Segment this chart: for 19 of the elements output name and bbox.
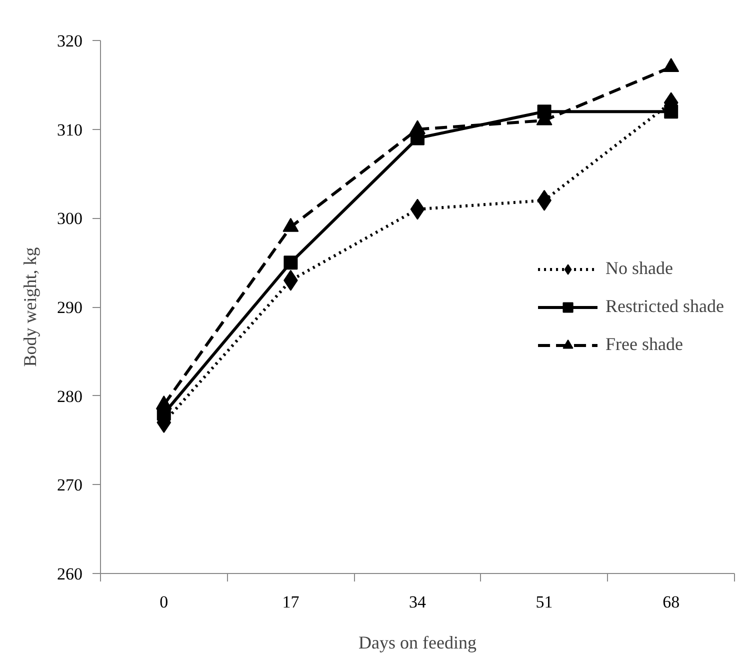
legend-label: No shade <box>606 258 674 279</box>
y-tick-label: 320 <box>57 32 82 50</box>
y-tick-label: 310 <box>57 120 82 140</box>
x-tick-label: 51 <box>536 592 553 612</box>
x-tick-label: 34 <box>409 592 426 612</box>
x-tick-label: 68 <box>662 592 680 612</box>
y-tick-label: 270 <box>57 476 82 495</box>
y-tick-label: 280 <box>57 386 82 406</box>
x-axis-title: Days on feeding <box>358 632 476 652</box>
y-tick-label: 300 <box>57 209 82 228</box>
x-tick-label: 0 <box>160 592 168 612</box>
y-axis-title: Body weight, kg <box>20 247 40 367</box>
legend-label: Restricted shade <box>606 296 724 317</box>
x-tick-label: 17 <box>282 592 300 612</box>
legend-label: Free shade <box>606 334 683 355</box>
y-tick-label: 290 <box>57 298 82 317</box>
y-tick-label: 260 <box>57 564 82 584</box>
point <box>284 256 298 270</box>
point <box>664 104 678 119</box>
